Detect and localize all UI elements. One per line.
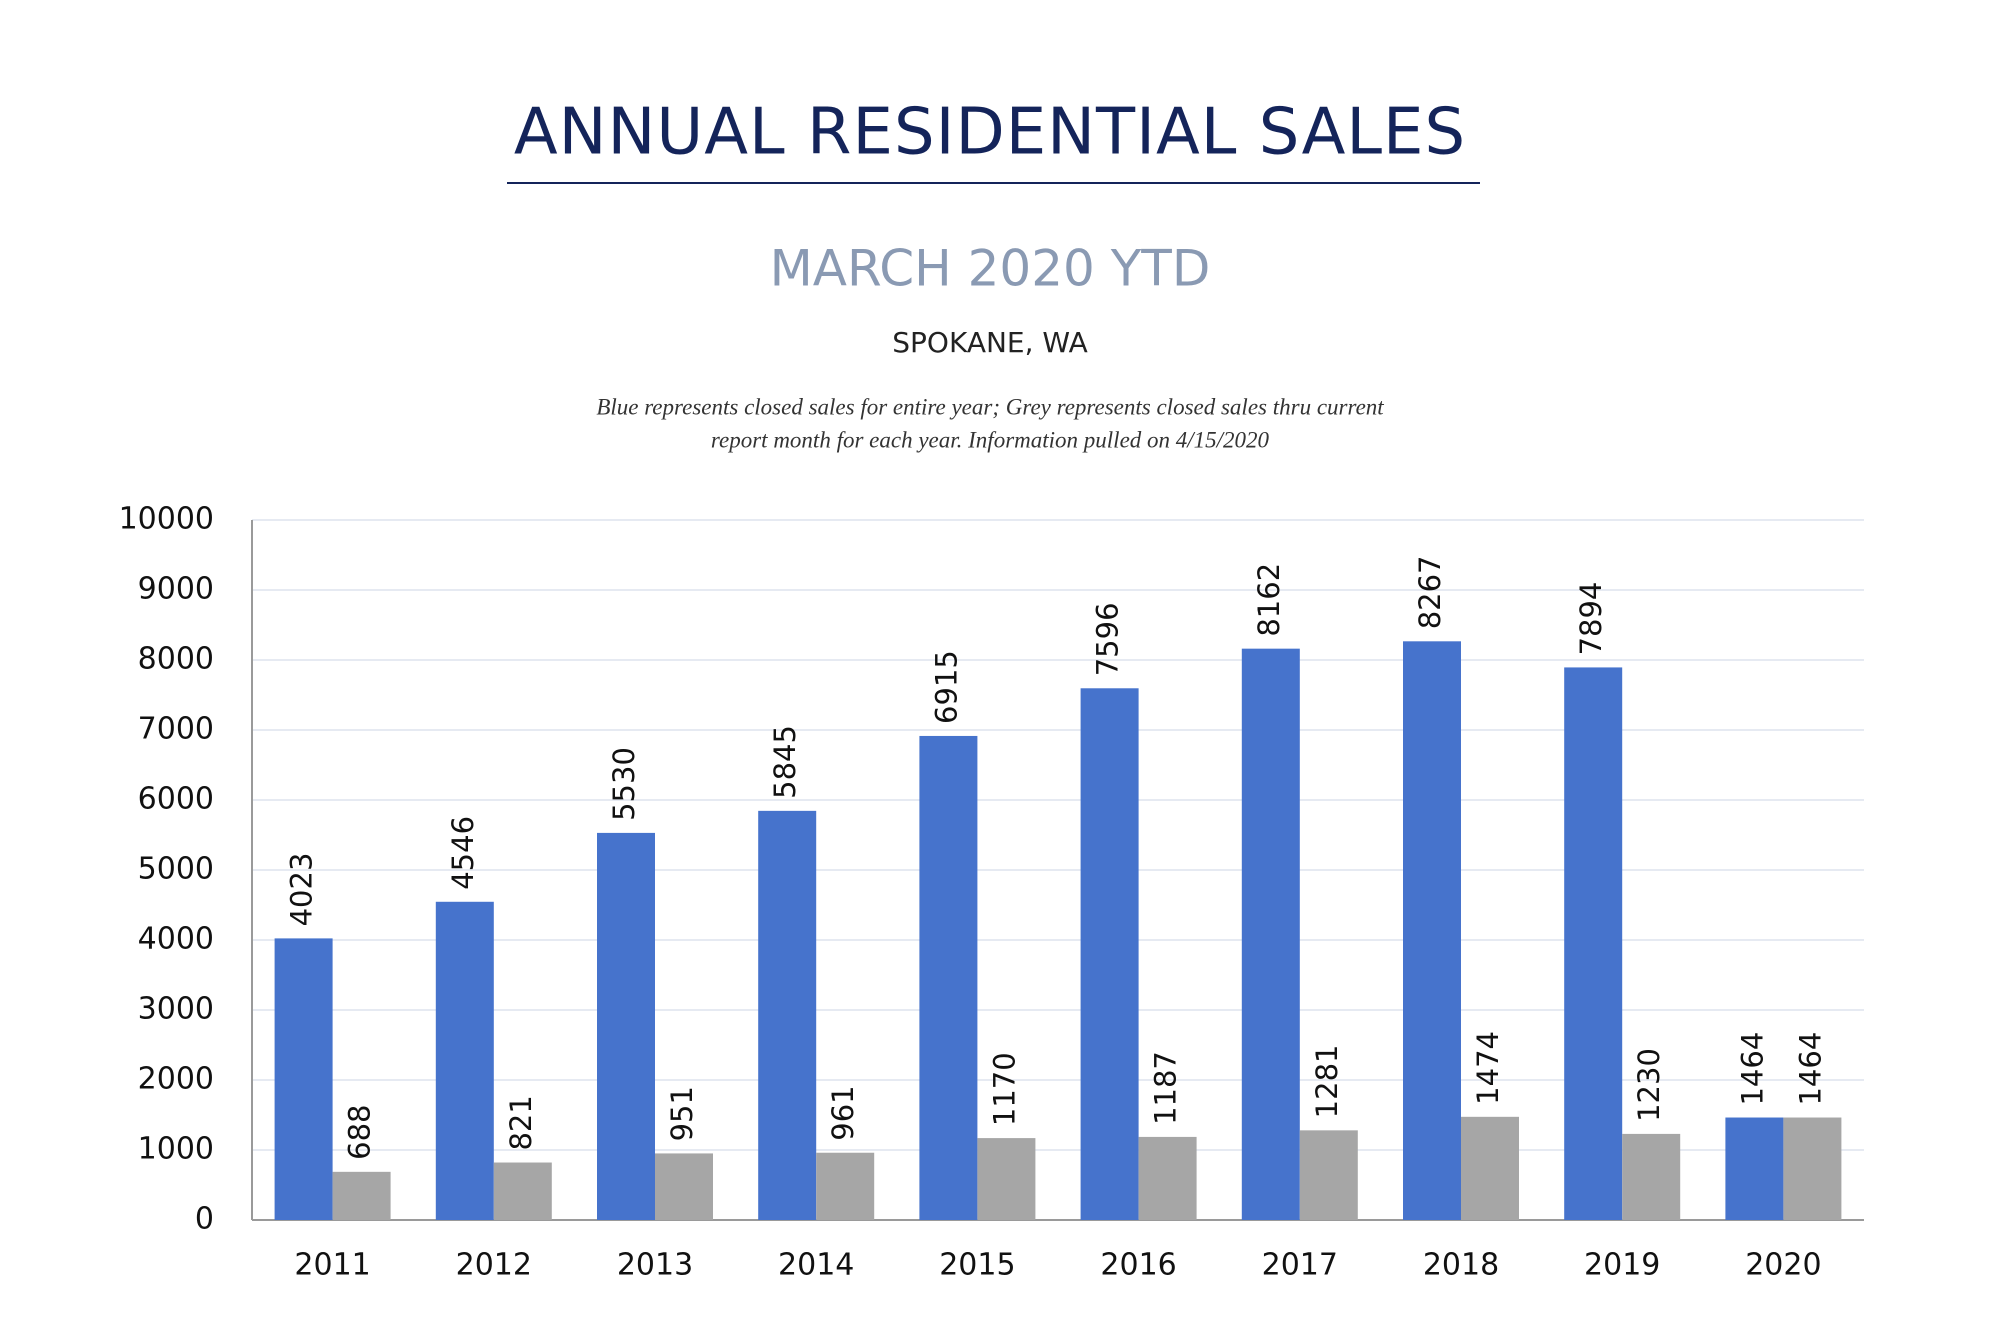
y-tick-label: 4000	[138, 922, 214, 957]
value-label: 821	[504, 1095, 538, 1150]
value-label: 1474	[1471, 1031, 1505, 1105]
x-tick-label: 2012	[456, 1248, 532, 1283]
y-tick-label: 9000	[138, 572, 214, 607]
value-label: 8162	[1252, 563, 1286, 637]
note: report month for each year. Information …	[711, 427, 1270, 452]
y-tick-label: 3000	[138, 992, 214, 1027]
bar	[332, 1171, 391, 1220]
value-label: 1230	[1632, 1048, 1666, 1122]
value-label: 5845	[768, 725, 802, 799]
bar	[597, 832, 655, 1220]
y-tick-label: 10000	[119, 502, 214, 537]
bar	[1725, 1117, 1784, 1220]
bar	[1783, 1117, 1842, 1220]
value-label: 1170	[987, 1052, 1021, 1126]
value-label: 961	[826, 1085, 860, 1140]
x-tick-label: 2019	[1584, 1248, 1660, 1283]
value-label: 1464	[1793, 1032, 1827, 1106]
value-label: 6915	[929, 650, 963, 724]
bar	[1241, 648, 1300, 1220]
bar	[493, 1162, 552, 1220]
value-label: 951	[665, 1086, 699, 1141]
value-label: 8267	[1413, 555, 1447, 629]
y-tick-label: 2000	[138, 1062, 214, 1097]
x-tick-label: 2013	[617, 1248, 693, 1283]
y-tick-label: 6000	[138, 782, 214, 817]
x-tick-label: 2017	[1262, 1248, 1338, 1283]
value-label: 7596	[1091, 602, 1125, 676]
value-label: 1464	[1735, 1032, 1769, 1106]
bar	[1461, 1116, 1519, 1220]
bar	[1299, 1130, 1358, 1220]
bar	[435, 901, 494, 1220]
value-label: 5530	[607, 747, 641, 821]
x-tick-label: 2015	[939, 1248, 1015, 1283]
bar	[274, 938, 333, 1220]
chart-subtitle: MARCH 2020 YTD	[770, 240, 1211, 298]
x-tick-label: 2020	[1745, 1248, 1821, 1283]
y-tick-label: 7000	[138, 712, 214, 747]
chart-title: ANNUAL RESIDENTIAL SALES	[514, 96, 1466, 170]
bar	[816, 1152, 875, 1220]
y-tick-label: 8000	[138, 642, 214, 677]
bar	[919, 735, 978, 1220]
bar	[1080, 688, 1139, 1220]
y-tick-label: 5000	[138, 852, 214, 887]
bar	[977, 1138, 1036, 1220]
y-tick-label: 1000	[138, 1132, 214, 1167]
location: SPOKANE, WA	[892, 326, 1087, 359]
x-tick-label: 2014	[778, 1248, 854, 1283]
bar	[1564, 667, 1623, 1220]
bar	[655, 1153, 713, 1220]
value-label: 7894	[1574, 582, 1608, 656]
bar	[1403, 641, 1461, 1220]
value-label: 4023	[285, 853, 319, 927]
value-label: 1187	[1149, 1051, 1183, 1125]
value-label: 1281	[1310, 1045, 1344, 1119]
x-tick-label: 2011	[294, 1248, 370, 1283]
y-tick-label: 0	[195, 1202, 214, 1237]
bar	[1622, 1133, 1681, 1220]
value-label: 4546	[446, 816, 480, 890]
bar	[758, 810, 817, 1220]
value-label: 688	[343, 1104, 377, 1159]
x-tick-label: 2016	[1100, 1248, 1176, 1283]
bar	[1138, 1136, 1197, 1220]
x-tick-label: 2018	[1423, 1248, 1499, 1283]
note: Blue represents closed sales for entire …	[596, 394, 1384, 419]
